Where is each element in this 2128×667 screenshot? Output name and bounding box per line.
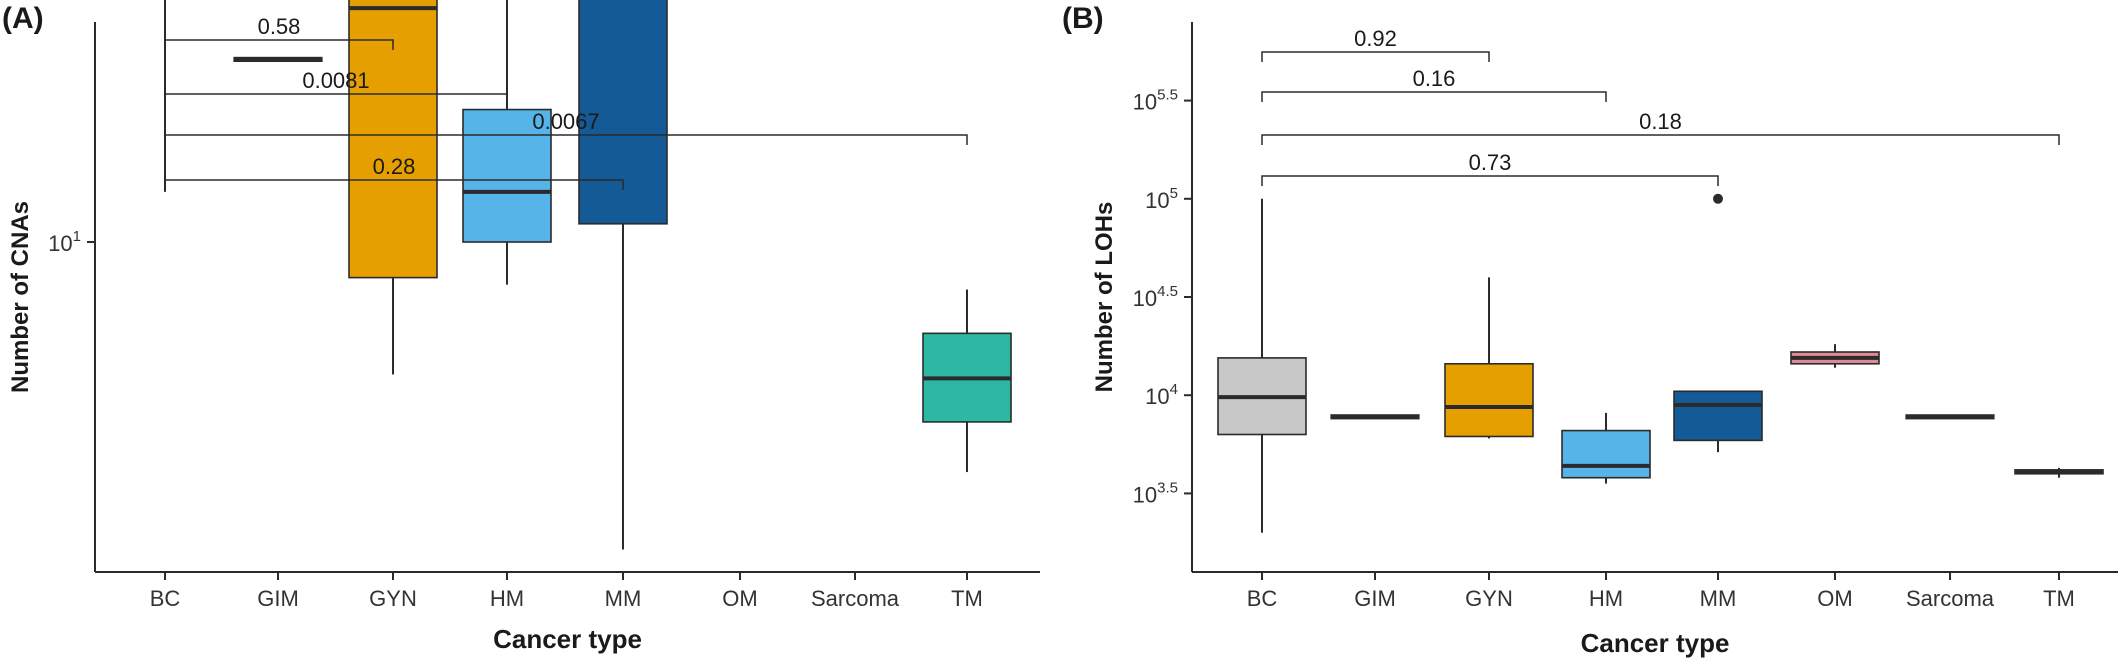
p-value-label: 0.92 xyxy=(1354,26,1397,51)
box-gim xyxy=(233,56,323,63)
y-tick-label-base: 10 xyxy=(1133,90,1157,115)
box-tm xyxy=(922,289,1012,473)
p-value-label: 0.0081 xyxy=(302,68,369,93)
comparison-bracket: 0.0067 xyxy=(164,109,968,145)
x-tick-label: Sarcoma xyxy=(811,586,900,611)
box-hm xyxy=(1561,412,1651,484)
bracket-line xyxy=(1261,134,2060,145)
y-tick-label-base: 10 xyxy=(1145,384,1169,409)
box-gim xyxy=(1330,414,1420,420)
box-om xyxy=(1790,344,1880,368)
y-tick-label-exponent: 1 xyxy=(73,228,81,245)
box-gyn xyxy=(1444,277,1534,439)
box-mm xyxy=(1673,390,1763,453)
x-tick-label: GYN xyxy=(1465,586,1513,611)
bracket-line xyxy=(1261,51,1490,62)
outlier-point xyxy=(1713,193,1723,204)
y-tick-label-exponent: 4.5 xyxy=(1157,283,1178,300)
iqr-box xyxy=(1561,429,1651,479)
comparison-bracket: 0.18 xyxy=(1261,109,2060,145)
x-tick-label: BC xyxy=(150,586,181,611)
box-gyn xyxy=(348,0,438,375)
box-sarcoma xyxy=(1905,414,1995,420)
p-value-label: 0.16 xyxy=(1413,66,1456,91)
x-tick-label: Sarcoma xyxy=(1906,586,1995,611)
p-value-label: 0.58 xyxy=(258,14,301,39)
comparison-bracket: 0.92 xyxy=(1261,26,1490,62)
bracket-line xyxy=(164,93,508,104)
comparison-bracket: 0.0081 xyxy=(164,68,508,104)
panel-label: (B) xyxy=(1062,2,1104,35)
y-tick-label-exponent: 4 xyxy=(1170,381,1178,398)
x-tick-label: OM xyxy=(1817,586,1852,611)
x-tick-label: GIM xyxy=(1354,586,1396,611)
y-axis-title: Number of CNAs xyxy=(7,201,34,393)
x-tick-label: BC xyxy=(1247,586,1278,611)
x-tick-label: GIM xyxy=(257,586,299,611)
p-value-label: 0.73 xyxy=(1469,150,1512,175)
bracket-line xyxy=(164,39,394,50)
comparison-bracket: 0.73 xyxy=(1261,150,1719,186)
x-tick-label: OM xyxy=(722,586,757,611)
box-mm xyxy=(578,0,668,550)
y-tick-label-exponent: 5.5 xyxy=(1157,87,1178,104)
y-tick-label-exponent: 5 xyxy=(1170,185,1178,202)
x-tick-label: GYN xyxy=(369,586,417,611)
x-tick-label: TM xyxy=(2043,586,2075,611)
box-bc xyxy=(164,0,166,192)
box-bc xyxy=(1217,198,1307,533)
bracket-line xyxy=(1261,175,1719,186)
p-value-label: 0.18 xyxy=(1639,109,1682,134)
box-tm xyxy=(2014,467,2104,478)
comparison-bracket: 0.58 xyxy=(164,14,394,50)
y-tick-label: 104.5 xyxy=(1133,283,1178,311)
x-axis-title: Cancer type xyxy=(493,624,642,654)
iqr-box xyxy=(1444,362,1534,438)
comparison-bracket: 0.16 xyxy=(1261,66,1607,102)
box-hm xyxy=(462,0,552,285)
y-tick-label-base: 10 xyxy=(1133,482,1157,507)
bracket-line xyxy=(1261,91,1607,102)
p-value-label: 0.28 xyxy=(373,154,416,179)
comparison-bracket: 0.28 xyxy=(164,154,624,190)
x-tick-label: TM xyxy=(951,586,983,611)
y-axis-title: Number of LOHs xyxy=(1091,202,1118,393)
y-tick-label: 103.5 xyxy=(1133,479,1178,507)
y-tick-label: 101 xyxy=(48,228,81,256)
y-tick-label: 105.5 xyxy=(1133,87,1178,115)
iqr-box xyxy=(462,108,552,243)
p-value-label: 0.0067 xyxy=(532,109,599,134)
y-tick-label: 104 xyxy=(1145,381,1178,409)
y-tick-label-base: 10 xyxy=(1145,188,1169,213)
y-tick-label: 105 xyxy=(1145,185,1178,213)
y-tick-label-base: 10 xyxy=(1133,286,1157,311)
x-tick-label: MM xyxy=(1700,586,1737,611)
y-tick-label-base: 10 xyxy=(48,231,72,256)
y-tick-label-exponent: 3.5 xyxy=(1157,479,1178,496)
iqr-box xyxy=(1673,390,1763,442)
x-tick-label: MM xyxy=(605,586,642,611)
x-tick-label: HM xyxy=(490,586,524,611)
panel-a: (A)101102103Number of CNAsBCGIMGYNHMMMOM… xyxy=(2,0,1040,654)
panel-label: (A) xyxy=(2,2,44,35)
bracket-line xyxy=(164,134,968,145)
x-tick-label: HM xyxy=(1589,586,1623,611)
x-axis-title: Cancer type xyxy=(1581,628,1730,658)
bracket-line xyxy=(164,179,624,190)
